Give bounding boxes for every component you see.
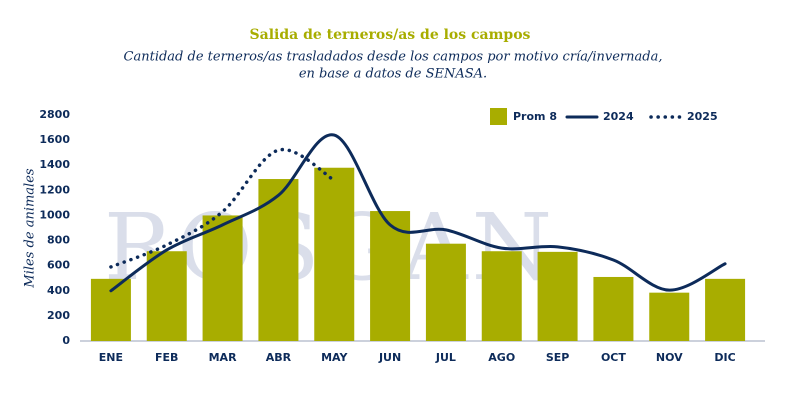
bar xyxy=(481,251,522,341)
x-tick-label: MAY xyxy=(321,351,348,364)
bar xyxy=(202,215,243,341)
y-tick-label: 400 xyxy=(47,284,70,297)
bar xyxy=(537,251,578,341)
y-tick-label: 0 xyxy=(62,334,70,347)
x-tick-label: JUN xyxy=(378,351,401,364)
x-tick-label: OCT xyxy=(601,351,626,364)
y-tick-label: 200 xyxy=(47,309,70,322)
legend-label: Prom 8 xyxy=(513,110,557,123)
legend-label: 2025 xyxy=(687,110,718,123)
x-tick-label: FEB xyxy=(155,351,178,364)
y-axis-label: Miles de animales xyxy=(23,168,38,288)
bar xyxy=(314,167,355,341)
chart-title: Salida de terneros/as de los campos xyxy=(250,27,531,43)
line-series xyxy=(109,147,336,269)
bar xyxy=(705,278,746,341)
bar xyxy=(90,278,131,341)
y-tick-label: 2800 xyxy=(39,108,70,121)
y-tick-label: 1000 xyxy=(39,208,70,221)
x-tick-label: ENE xyxy=(99,351,123,364)
y-tick-label: 1200 xyxy=(39,183,70,196)
bar xyxy=(593,276,634,341)
bar xyxy=(649,292,690,341)
bar xyxy=(425,243,466,341)
x-tick-label: MAR xyxy=(209,351,237,364)
x-tick-label: AGO xyxy=(488,351,515,364)
x-tick-label: DIC xyxy=(714,351,735,364)
chart-subtitle: Cantidad de terneros/as trasladados desd… xyxy=(124,50,663,65)
line-series xyxy=(109,133,727,293)
y-tick-label: 1400 xyxy=(39,158,70,171)
y-tick-label: 600 xyxy=(47,259,70,272)
legend-label: 2024 xyxy=(603,110,634,123)
x-tick-label: NOV xyxy=(656,351,683,364)
legend-swatch xyxy=(490,108,507,125)
bar xyxy=(146,251,187,341)
y-tick-label: 800 xyxy=(47,234,70,247)
x-tick-label: JUL xyxy=(435,351,456,364)
x-tick-label: SEP xyxy=(546,351,570,364)
x-tick-label: ABR xyxy=(266,351,292,364)
y-tick-label: 1600 xyxy=(39,133,70,146)
chart-subtitle: en base a datos de SENASA. xyxy=(299,67,487,82)
